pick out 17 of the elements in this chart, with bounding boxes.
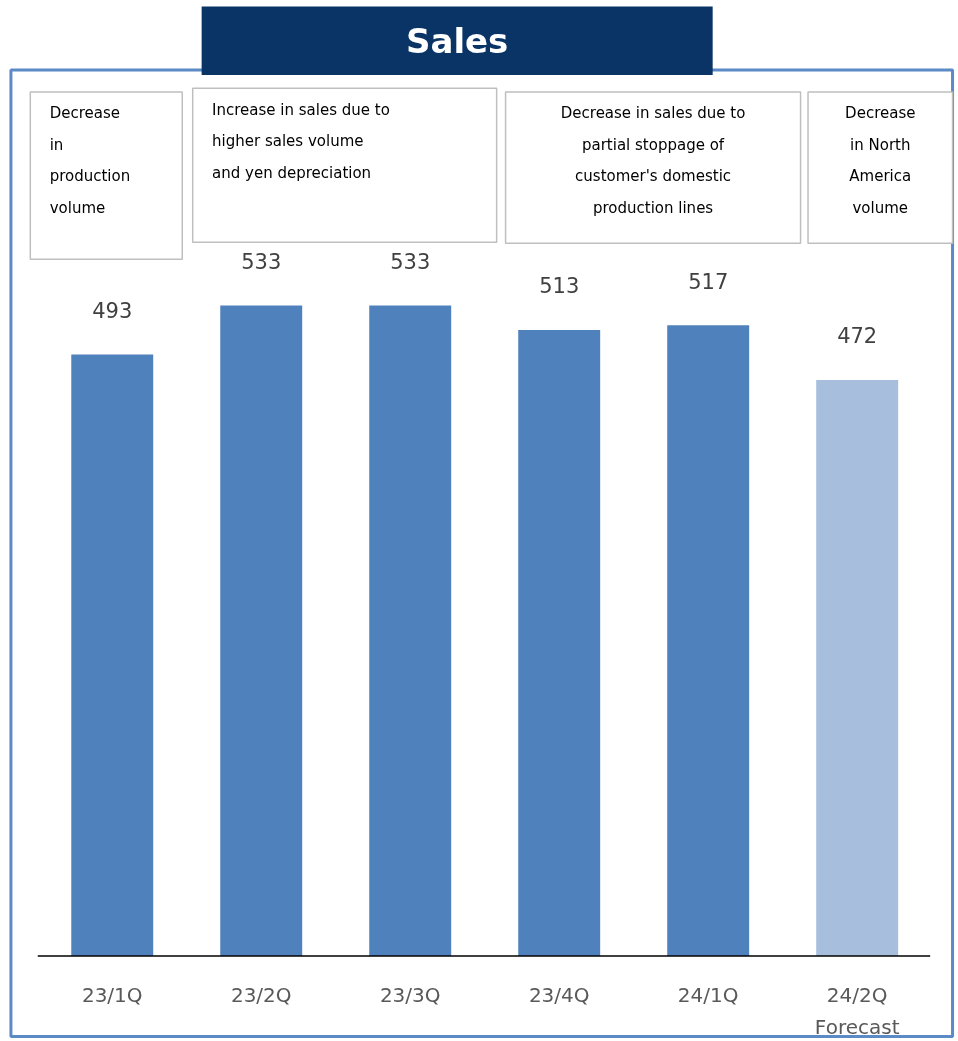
x-tick-label: 23/2Q — [230, 982, 292, 1007]
text: Increase in sales due to higher sales volume and yen depreciation — [212, 100, 390, 182]
data-label: 533 — [390, 249, 431, 274]
data-label: 513 — [539, 274, 580, 299]
text: Decrease in production volume — [49, 104, 131, 217]
text: Decrease in sales due to partial stoppage of customer's domestic production lines — [560, 104, 746, 217]
data-label: 533 — [241, 249, 282, 274]
text: Decrease in North America volume — [845, 104, 916, 217]
x-tick-label: 23/4Q — [528, 982, 590, 1007]
x-tick-label: 24/1Q — [677, 982, 739, 1007]
data-label: 472 — [837, 324, 878, 349]
x-tick-label: 23/3Q — [379, 982, 441, 1007]
x-tick-label: 23/1Q — [81, 982, 143, 1007]
x-tick-label: 24/2Q Forecast — [814, 982, 900, 1040]
chart-title: Sales — [405, 20, 509, 61]
data-label: 517 — [688, 269, 729, 294]
data-label: 493 — [92, 298, 133, 323]
